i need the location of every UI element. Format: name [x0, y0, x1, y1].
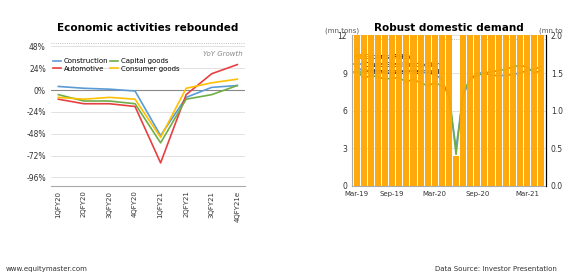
Automotive: [157, 161, 164, 165]
Construction: [183, 96, 190, 99]
Bar: [375, 28, 381, 186]
Automotive: [81, 102, 87, 105]
Bar: [439, 0, 445, 186]
Construction: [106, 88, 113, 91]
Bar: [396, 0, 403, 186]
Bar: [460, 0, 466, 186]
Consumer goods: [234, 78, 240, 81]
Construction: [132, 89, 138, 93]
Construction: [234, 84, 240, 87]
Bar: [467, 0, 473, 186]
Consumer goods: [157, 136, 164, 139]
Automotive: [234, 63, 240, 66]
Automotive: [106, 102, 113, 105]
Title: Economic activities rebounded: Economic activities rebounded: [57, 23, 239, 33]
Line: Construction: Construction: [59, 85, 237, 136]
Capital goods: [183, 97, 190, 101]
Bar: [453, 156, 459, 186]
Bar: [531, 0, 537, 186]
Bar: [410, 0, 417, 186]
Legend: Construction, Automotive, Capital goods, Consumer goods: Construction, Automotive, Capital goods,…: [50, 55, 182, 75]
Bar: [389, 0, 395, 186]
Construction: [208, 86, 215, 89]
Text: YoY Growth: YoY Growth: [203, 51, 243, 57]
Construction: [55, 85, 62, 88]
Capital goods: [234, 84, 240, 87]
Automotive: [208, 72, 215, 75]
Capital goods: [157, 141, 164, 144]
Bar: [489, 0, 494, 186]
Bar: [432, 0, 438, 186]
Capital goods: [81, 99, 87, 103]
Line: Consumer goods: Consumer goods: [59, 79, 237, 137]
Construction: [157, 134, 164, 137]
Consumer goods: [106, 96, 113, 99]
Automotive: [132, 105, 138, 108]
Bar: [418, 0, 423, 186]
Bar: [425, 0, 431, 186]
Line: Automotive: Automotive: [59, 65, 237, 163]
Bar: [503, 0, 509, 186]
Legend: Exports (RHS), Crude Steel Production, Finished steel demand: Exports (RHS), Crude Steel Production, F…: [351, 51, 443, 78]
Bar: [382, 0, 388, 186]
Consumer goods: [81, 97, 87, 101]
Capital goods: [106, 99, 113, 103]
Automotive: [55, 97, 62, 101]
Text: (mn tons): (mn tons): [539, 28, 563, 34]
Text: Data Source: Investor Presentation: Data Source: Investor Presentation: [436, 266, 557, 272]
Capital goods: [55, 93, 62, 96]
Bar: [481, 0, 488, 186]
Title: Robust domestic demand: Robust domestic demand: [374, 23, 524, 33]
Construction: [81, 87, 87, 90]
Line: Capital goods: Capital goods: [59, 85, 237, 143]
Bar: [517, 0, 523, 186]
Automotive: [183, 93, 190, 96]
Consumer goods: [132, 97, 138, 101]
Bar: [361, 0, 367, 186]
Bar: [538, 0, 544, 186]
Consumer goods: [55, 96, 62, 99]
Bar: [446, 0, 452, 186]
Bar: [368, 20, 374, 186]
Consumer goods: [183, 87, 190, 90]
Text: (mn tons): (mn tons): [325, 28, 359, 34]
Consumer goods: [208, 81, 215, 84]
Capital goods: [132, 102, 138, 105]
Bar: [354, 0, 360, 186]
Capital goods: [208, 93, 215, 96]
Bar: [474, 0, 480, 186]
Bar: [510, 0, 516, 186]
Bar: [495, 0, 502, 186]
Bar: [524, 0, 530, 186]
Text: www.equitymaster.com: www.equitymaster.com: [6, 266, 87, 272]
Bar: [404, 0, 409, 186]
